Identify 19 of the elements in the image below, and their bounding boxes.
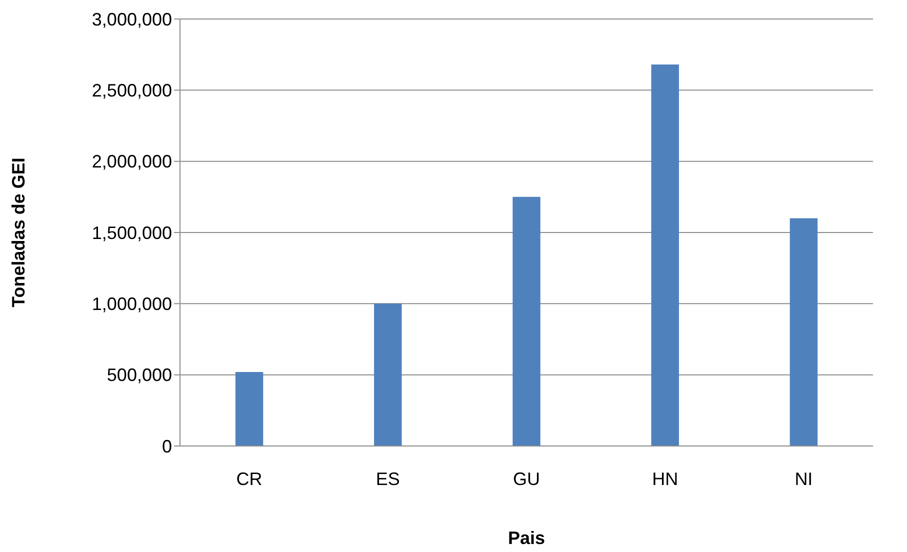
y-tick-label: 3,000,000 [92, 9, 172, 30]
y-tick-label: 1,000,000 [92, 294, 172, 314]
x-tick-label: GU [513, 468, 540, 489]
y-tick-label: 1,500,000 [92, 222, 172, 243]
x-tick-label: ES [376, 468, 400, 489]
bar [790, 218, 818, 446]
y-tick-label: 2,000,000 [92, 152, 172, 172]
y-tick-label: 500,000 [106, 365, 172, 386]
bar [374, 304, 402, 446]
y-axis-title: Toneladas de GEI [8, 158, 28, 308]
bar [651, 64, 679, 446]
y-tick-label: 2,500,000 [92, 80, 172, 101]
x-tick-label: HN [652, 468, 678, 489]
x-tick-label: NI [794, 468, 813, 489]
y-tick-label: 0 [162, 436, 172, 456]
bar [512, 196, 540, 446]
bar [235, 372, 264, 446]
x-tick-label: CR [236, 468, 262, 489]
x-axis-title: Pais [508, 528, 546, 548]
